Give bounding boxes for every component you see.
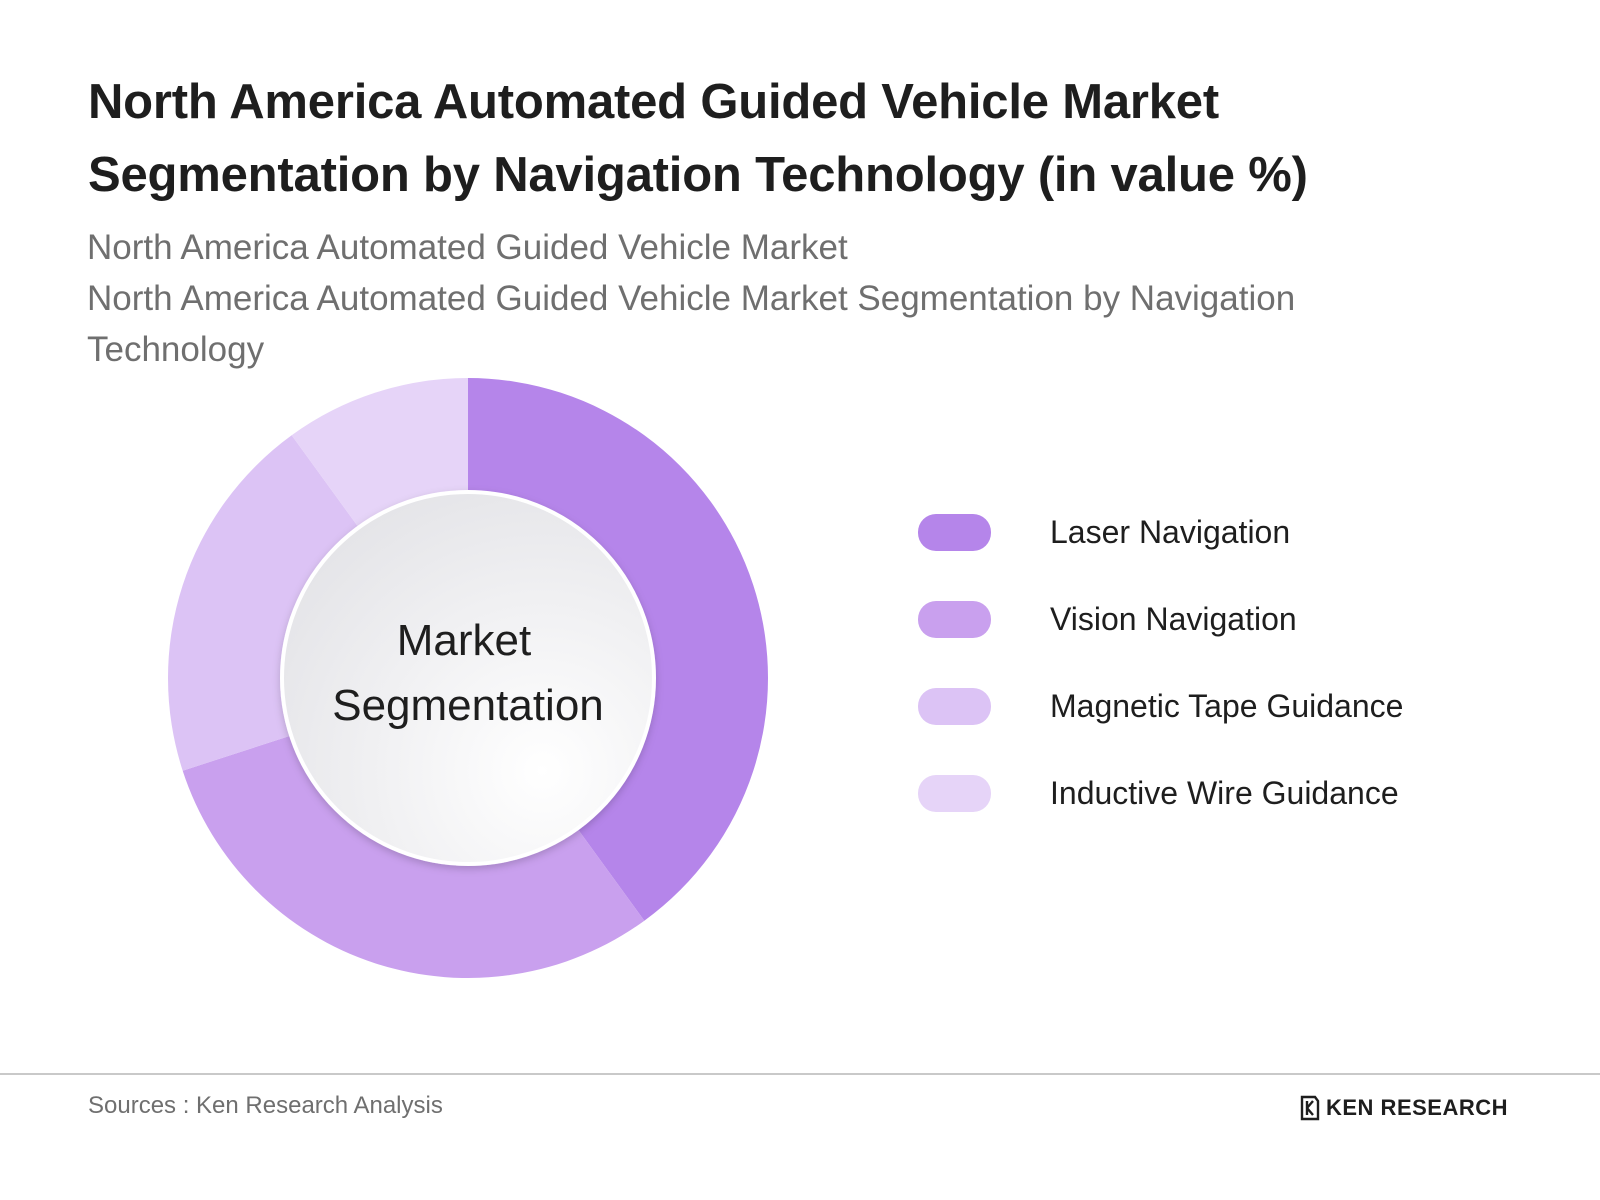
legend-swatch [918,688,991,725]
donut-center [280,490,656,866]
ken-research-logo-icon [1300,1095,1320,1121]
sources-note: Sources : Ken Research Analysis [88,1092,443,1119]
legend-label: Laser Navigation [1050,514,1291,550]
legend-swatch [918,601,991,638]
legend-item-magnetic-tape-guidance: Magnetic Tape Guidance [918,686,1478,726]
chart-subtitle: North America Automated Guided Vehicle M… [87,222,1467,375]
legend-item-laser-navigation: Laser Navigation [918,512,1478,552]
brand-logo: KEN RESEARCH [1300,1093,1508,1123]
slice-laser-navigation [468,378,768,921]
subtitle-line-1: North America Automated Guided Vehicle M… [87,228,848,267]
slice-magnetic-tape-guidance [168,435,359,771]
center-label-line-1: Market [397,616,531,665]
center-label-line-2: Segmentation [332,681,604,730]
legend-item-inductive-wire-guidance: Inductive Wire Guidance [918,773,1478,813]
slice-inductive-wire-guidance [291,378,468,528]
legend-label: Vision Navigation [1050,601,1297,637]
legend-label: Inductive Wire Guidance [1050,775,1399,811]
chart-title: North America Automated Guided Vehicle M… [88,75,1308,202]
brand-name: KEN RESEARCH [1326,1095,1509,1120]
legend-label: Magnetic Tape Guidance [1050,688,1404,724]
legend-swatch [918,775,991,812]
subtitle-line-2: North America Automated Guided Vehicle M… [87,279,1296,369]
footer-divider [0,1073,1600,1075]
legend-swatch [918,514,991,551]
legend-item-vision-navigation: Vision Navigation [918,599,1478,639]
